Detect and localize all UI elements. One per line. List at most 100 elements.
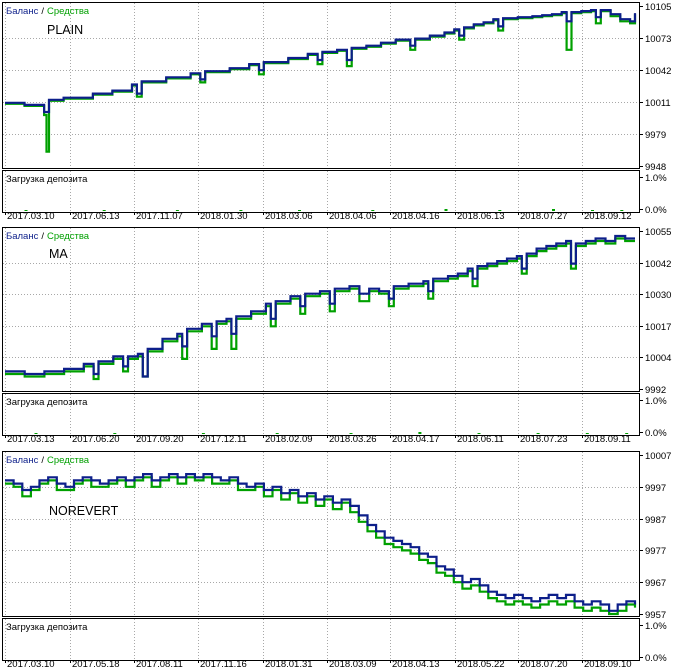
load-plot-frame (2, 393, 640, 436)
legend-equity: Средства (47, 6, 90, 17)
x-tick-label: 2018.04.16 (392, 211, 440, 222)
load-panel-label: Загрузка депозита (6, 174, 88, 185)
load-panel-label: Загрузка депозита (6, 397, 88, 408)
load-bar (477, 433, 481, 434)
y-tick-label: 9948 (645, 162, 666, 173)
x-tick-label: 2018.03.09 (329, 659, 377, 670)
x-tick-label: 2018.03.26 (329, 434, 377, 445)
x-tick-label: 2018.06.13 (457, 211, 505, 222)
x-tick-label: 2017.06.20 (72, 434, 120, 445)
x-tick-label: 2018.04.17 (392, 434, 440, 445)
x-tick-label: 2018.01.31 (265, 659, 313, 670)
x-tick-label: 2018.02.09 (265, 434, 313, 445)
y-tick-label: 10007 (645, 451, 671, 462)
chart-panel-norevert: 10007 9997 9987 9977 9967 9957 2017.03.10 2017.… (2, 451, 671, 670)
legend: Баланс / Средства (6, 231, 90, 242)
load-panel-label: Загрузка депозита (6, 622, 88, 633)
y-tick-label: 10011 (645, 98, 671, 109)
x-tick-label: 2017.06.13 (72, 211, 120, 222)
y-tick-label: 10042 (645, 259, 671, 270)
y-tick-label: 9997 (645, 483, 666, 494)
load-bar (24, 210, 28, 211)
y-tick-label: 10073 (645, 34, 671, 45)
load-tick-label: 1.0% (645, 621, 667, 632)
x-tick-label: 2018.09.10 (584, 659, 632, 670)
x-tick-label: 2018.04.06 (329, 211, 377, 222)
y-tick-label: 10004 (645, 353, 671, 364)
x-tick-label: 2017.03.10 (7, 659, 55, 670)
load-tick-label: 1.0% (645, 173, 667, 184)
load-bar (444, 209, 448, 211)
legend-balance: Баланс (6, 231, 39, 242)
load-bar (175, 210, 179, 211)
x-tick-label: 2018.03.06 (265, 211, 313, 222)
legend-equity: Средства (47, 231, 90, 242)
y-tick-label: 10042 (645, 66, 671, 77)
load-bar (552, 209, 555, 211)
x-tick-label: 2018.01.30 (200, 211, 248, 222)
x-tick-label: 2017.08.11 (136, 659, 183, 670)
legend-balance: Баланс (6, 455, 39, 466)
load-bar (349, 433, 353, 434)
x-tick-label: 2017.03.13 (7, 434, 55, 445)
load-bar (298, 210, 301, 211)
load-tick-label: 1.0% (645, 396, 667, 407)
load-bar (498, 210, 502, 211)
legend-balance: Баланс (6, 6, 39, 17)
x-tick-label: 2017.03.10 (7, 211, 55, 222)
y-tick-label: 9957 (645, 610, 666, 621)
load-bar (34, 433, 38, 434)
legend-equity: Средства (47, 455, 90, 466)
x-tick-label: 2017.05.18 (72, 659, 120, 670)
load-tick-label: 0.0% (645, 653, 667, 664)
load-bar (201, 433, 205, 434)
x-tick-label: 2018.04.13 (392, 659, 440, 670)
chart-title: PLAIN (47, 23, 83, 37)
y-tick-label: 9992 (645, 385, 666, 396)
y-tick-label: 9979 (645, 130, 666, 141)
balance-series-line (5, 9, 637, 114)
main-plot-frame (2, 451, 640, 617)
load-bar (585, 433, 589, 434)
main-plot-frame (2, 2, 640, 169)
legend-separator: / (41, 6, 44, 17)
load-bar (418, 432, 422, 434)
x-tick-label: 2018.07.27 (520, 211, 568, 222)
legend-separator: / (41, 455, 44, 466)
x-tick-label: 2017.11.07 (136, 211, 183, 222)
y-tick-label: 10017 (645, 322, 671, 333)
load-bar (102, 210, 106, 211)
chart-title: MA (49, 247, 68, 261)
y-tick-label: 9987 (645, 515, 666, 526)
x-tick-label: 2017.09.20 (136, 434, 184, 445)
load-bar (239, 210, 243, 211)
x-tick-label: 2018.07.20 (520, 659, 568, 670)
x-tick-label: 2018.09.11 (584, 434, 631, 445)
load-bar (625, 433, 629, 434)
y-tick-label: 10055 (645, 227, 671, 238)
load-bar (113, 433, 117, 434)
chart-panel-plain: 10105 10073 10042 10011 9979 9948 2017.03.10 20… (2, 2, 671, 222)
x-tick-label: 2018.09.12 (584, 211, 632, 222)
y-tick-label: 9977 (645, 546, 666, 557)
legend: Баланс / Средства (6, 6, 90, 17)
load-plot-frame (2, 170, 640, 213)
x-tick-label: 2018.05.22 (457, 659, 505, 670)
load-bar (371, 210, 375, 211)
load-bar (275, 433, 279, 434)
x-tick-label: 2017.11.16 (200, 659, 247, 670)
legend: Баланс / Средства (6, 455, 90, 466)
x-tick-label: 2018.07.23 (520, 434, 568, 445)
load-bar (536, 433, 540, 434)
load-tick-label: 0.0% (645, 428, 667, 439)
load-bar (591, 210, 594, 211)
chart-panel-ma: 10055 10042 10030 10017 10004 9992 2017.03.13 2… (2, 227, 671, 445)
y-tick-label: 9967 (645, 578, 666, 589)
load-tick-label: 0.0% (645, 205, 667, 216)
load-plot-frame (2, 618, 640, 661)
legend-separator: / (41, 231, 44, 242)
x-tick-label: 2018.06.11 (457, 434, 504, 445)
chart-title: NOREVERT (49, 504, 119, 518)
load-bar (620, 210, 624, 211)
